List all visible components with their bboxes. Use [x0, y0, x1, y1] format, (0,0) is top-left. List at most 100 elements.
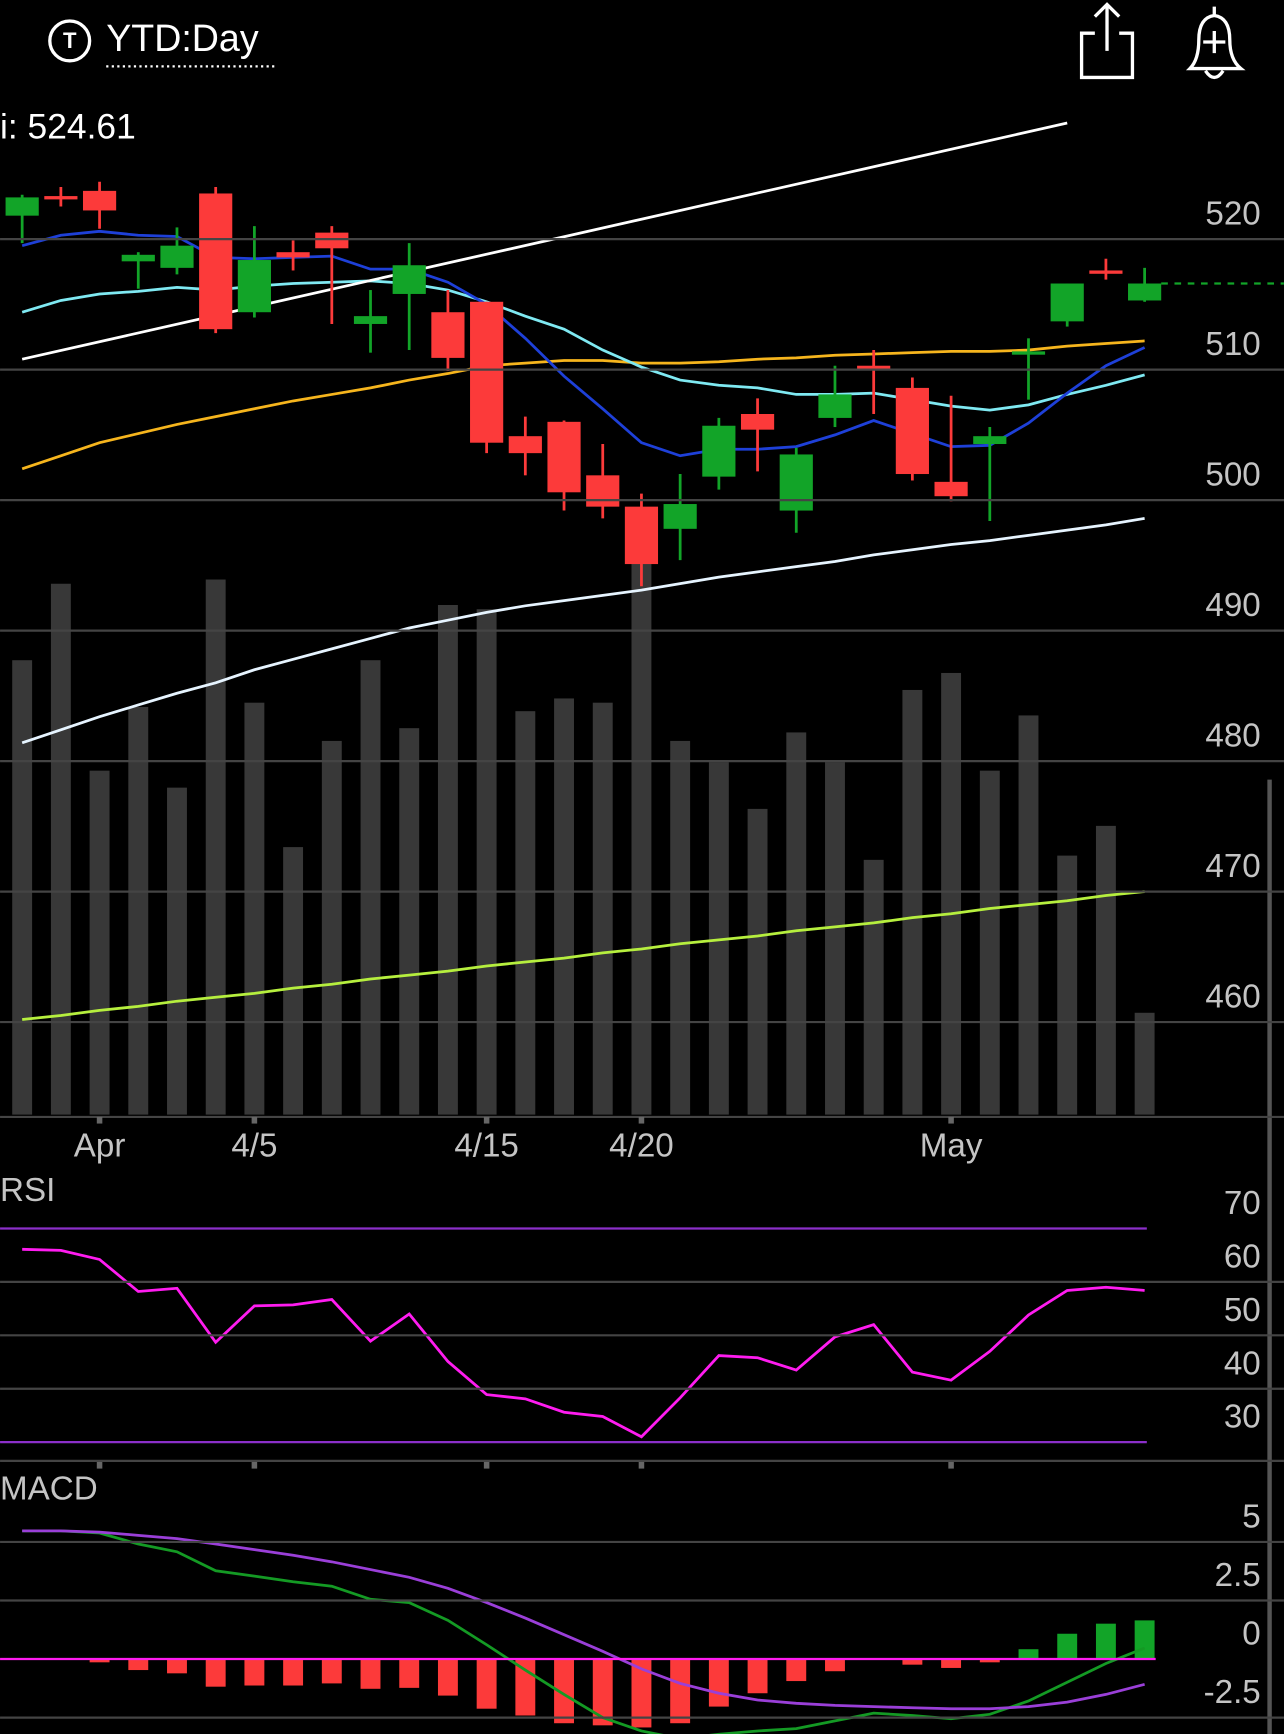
- panel-title: MACD: [0, 1470, 98, 1507]
- volume-bar: [708, 762, 729, 1115]
- share-button[interactable]: [1079, 2, 1135, 80]
- x-tick-label: Apr: [74, 1128, 126, 1165]
- candle-body: [779, 454, 813, 511]
- candle-body: [973, 436, 1007, 445]
- y-tick-label: 2.5: [1215, 1557, 1261, 1594]
- volume-bar: [1057, 855, 1078, 1115]
- candle-body: [1050, 283, 1084, 322]
- volume-bar: [863, 859, 884, 1115]
- y-tick-label: 460: [1205, 979, 1260, 1016]
- candle-body: [624, 506, 659, 565]
- y-tick-label: 70: [1224, 1185, 1261, 1222]
- candle-body: [431, 312, 465, 358]
- y-tick-label: 60: [1224, 1238, 1261, 1275]
- candle-body: [315, 232, 349, 249]
- candle-body: [160, 245, 194, 268]
- histogram-bar: [244, 1659, 265, 1686]
- volume-bar: [1095, 825, 1116, 1115]
- high-label: i: 524.61: [0, 108, 136, 147]
- indicator-line: [22, 1247, 1145, 1439]
- y-tick-label: 500: [1205, 457, 1260, 494]
- histogram-bar: [1057, 1633, 1078, 1660]
- candle-body: [740, 414, 775, 430]
- panel: [22, 1529, 1155, 1734]
- indicator-line: [22, 890, 1145, 1021]
- y-tick-label: 40: [1224, 1345, 1261, 1382]
- indicator-line: [22, 1529, 1145, 1711]
- y-tick-label: 30: [1224, 1399, 1261, 1436]
- volume-bar: [631, 558, 652, 1115]
- candle-body: [82, 190, 117, 211]
- volume-bar: [1018, 715, 1039, 1115]
- panel: [22, 1247, 1145, 1439]
- volume-bar: [902, 689, 923, 1115]
- volume-bar: [50, 583, 71, 1115]
- histogram-bar: [167, 1659, 187, 1674]
- volume-bar: [399, 728, 420, 1115]
- volume-bar: [1134, 1012, 1155, 1115]
- y-tick-label: 470: [1205, 848, 1260, 885]
- histogram-bar: [979, 1659, 1000, 1663]
- histogram-bar: [437, 1659, 458, 1696]
- histogram-bar: [786, 1659, 807, 1682]
- y-tick-label: 490: [1205, 587, 1260, 624]
- histogram-bar: [476, 1659, 497, 1709]
- alert-button[interactable]: [1185, 6, 1246, 80]
- panel-title: RSI: [0, 1172, 55, 1209]
- candle-body: [237, 260, 271, 313]
- volume-bar: [476, 609, 497, 1115]
- histogram-bar: [283, 1659, 304, 1686]
- candle-body: [1089, 270, 1123, 274]
- candle-body: [44, 196, 78, 200]
- ticker-icon-letter: T: [63, 28, 77, 53]
- histogram-bar: [825, 1659, 845, 1672]
- volume-bar: [205, 579, 226, 1115]
- candle-body: [857, 365, 891, 370]
- volume-bar: [321, 740, 342, 1115]
- histogram-bar: [902, 1659, 923, 1665]
- header: T YTD:Day: [48, 2, 1246, 80]
- histogram-bar: [631, 1659, 652, 1728]
- histogram-bar: [1018, 1649, 1039, 1660]
- volume-bar: [592, 702, 613, 1115]
- y-tick-label: 520: [1205, 196, 1260, 233]
- trendline: [21, 121, 1068, 361]
- histogram-bar: [205, 1659, 226, 1687]
- y-tick-label: 480: [1205, 718, 1260, 755]
- candle-body: [586, 475, 620, 507]
- volume-bar: [283, 847, 304, 1115]
- ticker-icon[interactable]: [48, 19, 92, 63]
- histogram-bar: [670, 1659, 691, 1724]
- indicator-line: [21, 339, 1145, 471]
- candle-body: [895, 387, 929, 475]
- histogram-bar: [128, 1659, 149, 1671]
- histogram-bar: [592, 1659, 613, 1726]
- histogram-bar: [321, 1659, 342, 1684]
- candle-body: [547, 421, 581, 493]
- candle-body: [508, 436, 542, 454]
- y-tick-label: 50: [1224, 1292, 1261, 1329]
- volume-bar: [670, 740, 691, 1115]
- y-tick-label: 510: [1205, 326, 1260, 363]
- timeframe-label[interactable]: YTD:Day: [106, 17, 259, 59]
- indicator-line: [21, 517, 1145, 745]
- histogram-bar: [1095, 1623, 1116, 1660]
- candle-body: [5, 197, 39, 216]
- x-tick-label: May: [920, 1128, 983, 1165]
- volume-bar: [786, 732, 807, 1115]
- histogram-bar: [747, 1659, 768, 1694]
- volume-bar: [979, 770, 1000, 1115]
- volume-bar: [825, 762, 845, 1115]
- volume-bar: [941, 672, 962, 1115]
- x-tick-label: 4/5: [231, 1128, 277, 1165]
- volume-bar: [244, 702, 265, 1115]
- volume-bar: [554, 698, 574, 1115]
- candle-body: [1011, 351, 1046, 355]
- candle-body: [199, 193, 233, 330]
- x-tick-label: 4/15: [454, 1128, 519, 1165]
- candle-body: [121, 254, 155, 262]
- candle-body: [392, 265, 426, 294]
- candle-body: [702, 425, 736, 477]
